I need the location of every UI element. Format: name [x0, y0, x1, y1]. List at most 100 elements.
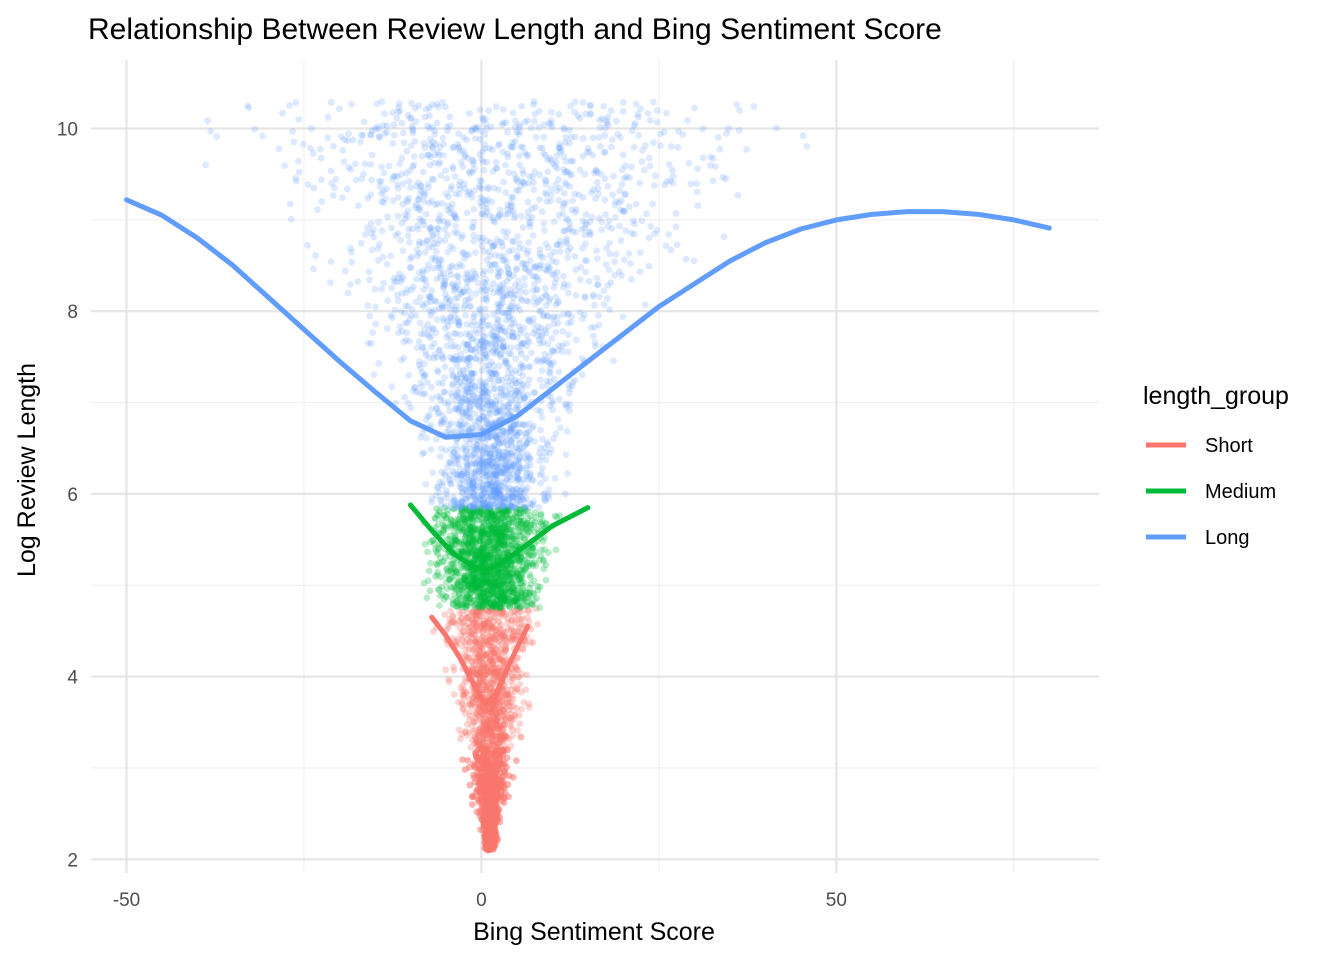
- data-point: [513, 705, 521, 713]
- data-point: [421, 540, 429, 548]
- data-point: [606, 306, 613, 313]
- data-point: [498, 633, 506, 641]
- data-point: [483, 721, 490, 729]
- data-point: [471, 739, 479, 747]
- data-point: [504, 615, 512, 623]
- data-point: [477, 715, 485, 723]
- data-point: [461, 443, 469, 450]
- data-point: [579, 217, 587, 225]
- data-point: [511, 711, 519, 719]
- data-point: [509, 633, 517, 641]
- data-point: [453, 639, 461, 646]
- data-point: [496, 645, 504, 653]
- data-point: [527, 124, 535, 132]
- data-point: [517, 733, 525, 741]
- data-point: [473, 649, 481, 657]
- data-point: [579, 134, 587, 142]
- data-point: [484, 619, 492, 627]
- data-point: [498, 738, 506, 745]
- data-point: [636, 268, 644, 276]
- data-point: [475, 613, 483, 621]
- data-point: [541, 546, 548, 553]
- data-point: [596, 293, 603, 301]
- data-point: [381, 110, 388, 118]
- data-point: [428, 287, 436, 294]
- data-point: [454, 344, 462, 351]
- data-point: [438, 304, 446, 312]
- data-point: [518, 670, 526, 678]
- data-point: [368, 246, 376, 254]
- data-point: [467, 516, 475, 524]
- data-point: [372, 320, 380, 328]
- data-point: [520, 245, 528, 253]
- data-point: [526, 573, 534, 581]
- data-point: [486, 705, 494, 713]
- data-point: [486, 709, 494, 717]
- data-point: [493, 738, 501, 746]
- data-point: [473, 788, 480, 796]
- data-point: [459, 756, 466, 764]
- data-point: [458, 730, 466, 738]
- data-point: [483, 734, 491, 742]
- data-point: [503, 639, 511, 646]
- data-point: [616, 222, 623, 230]
- data-point: [720, 233, 728, 241]
- data-point: [600, 301, 608, 309]
- data-point: [487, 600, 494, 607]
- data-point: [518, 621, 526, 629]
- data-point: [310, 265, 317, 273]
- data-point: [476, 731, 484, 738]
- data-point: [514, 602, 522, 609]
- data-point: [465, 628, 473, 636]
- data-point: [485, 716, 493, 724]
- data-point: [490, 669, 498, 677]
- data-point: [501, 703, 509, 710]
- data-point: [329, 192, 337, 199]
- data-point: [508, 714, 516, 722]
- data-point: [441, 363, 449, 371]
- data-point: [457, 614, 465, 622]
- data-point: [522, 686, 530, 694]
- data-point: [517, 553, 525, 561]
- data-point: [521, 274, 528, 282]
- data-point: [494, 717, 501, 725]
- data-point: [516, 720, 524, 728]
- data-point: [474, 706, 482, 714]
- data-point: [485, 669, 493, 676]
- data-point: [487, 722, 495, 730]
- data-point: [375, 218, 382, 226]
- data-point: [497, 664, 505, 671]
- data-point: [466, 781, 474, 789]
- data-point: [281, 162, 289, 170]
- data-point: [492, 722, 500, 729]
- data-point: [632, 200, 640, 208]
- data-point: [499, 716, 507, 724]
- data-point: [480, 620, 487, 628]
- data-point: [492, 627, 500, 635]
- data-point: [458, 619, 466, 627]
- data-point: [461, 652, 469, 660]
- data-point: [514, 628, 521, 636]
- data-point: [550, 218, 558, 226]
- data-point: [476, 646, 484, 654]
- data-point: [294, 157, 302, 165]
- data-point: [461, 710, 469, 717]
- data-point: [481, 730, 488, 737]
- data-point: [484, 615, 492, 623]
- data-point: [535, 504, 543, 511]
- data-point: [591, 301, 598, 309]
- data-point: [498, 726, 506, 734]
- data-point: [620, 208, 628, 216]
- data-point: [485, 617, 493, 624]
- data-point: [366, 312, 374, 320]
- data-point: [492, 667, 500, 675]
- data-point: [522, 354, 530, 362]
- data-point: [385, 162, 393, 170]
- data-point: [499, 686, 507, 694]
- data-point: [318, 198, 326, 205]
- data-point: [393, 181, 401, 189]
- data-point: [515, 616, 523, 624]
- data-point: [492, 709, 500, 717]
- data-point: [494, 652, 502, 660]
